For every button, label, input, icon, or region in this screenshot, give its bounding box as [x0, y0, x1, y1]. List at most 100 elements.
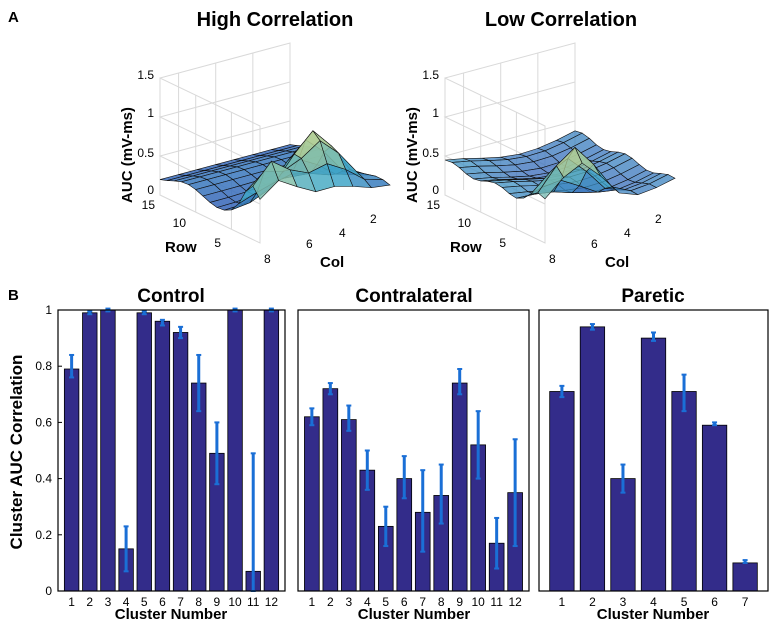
surface-ztick-0-high: 0: [147, 183, 154, 197]
bar-title-control: Control: [137, 286, 205, 307]
surface-collabel-low: Col: [605, 254, 629, 271]
surface-coltick-4-low: 4: [624, 226, 631, 240]
surface-ztick-0.5-low: 0.5: [422, 146, 439, 160]
surface-ztick-0.5-high: 0.5: [137, 146, 154, 160]
surface-coltick-2-low: 2: [655, 212, 662, 226]
bar-contralateral-3: [341, 419, 357, 592]
bar-xlabel-paretic: Cluster Number: [597, 606, 710, 623]
surface-rowtick-15-low: 15: [427, 198, 441, 212]
surface-coltick-6-high: 6: [306, 237, 313, 251]
surface-coltick-6-low: 6: [591, 237, 598, 251]
surface-zlabel-high: AUC (mV-ms): [119, 107, 136, 203]
xtick-contralateral-9: 9: [456, 595, 463, 609]
xtick-paretic-5: 5: [681, 595, 688, 609]
bar-paretic-7: [732, 562, 758, 592]
surface-rowtick-10-high: 10: [173, 216, 187, 230]
surface-coltick-8-low: 8: [549, 252, 556, 266]
surface-ztick-1.5-low: 1.5: [422, 68, 439, 82]
bar-control-7: [172, 332, 189, 592]
xtick-paretic-1: 1: [559, 595, 566, 609]
xtick-contralateral-11: 11: [490, 595, 503, 609]
xtick-contralateral-7: 7: [419, 595, 426, 609]
surface-ztick-0-low: 0: [432, 183, 439, 197]
bar-chart-contralateral: Contralateral Cluster Number 1 2 3 4 5 6 7 8 9 10…: [297, 286, 530, 623]
ytick-label-1: 1: [45, 303, 52, 317]
surface-zlabel-low: AUC (mV-ms): [404, 107, 421, 203]
xtick-paretic-4: 4: [650, 595, 657, 609]
xtick-control-6: 6: [159, 595, 166, 609]
surface-rowtick-10-low: 10: [458, 216, 472, 230]
surface-rowlabel-high: Row: [165, 239, 197, 256]
xtick-paretic-2: 2: [589, 595, 596, 609]
bar-paretic-1: [549, 391, 575, 592]
surface-mesh-high: [159, 130, 391, 211]
xtick-paretic-6: 6: [711, 595, 718, 609]
surface-plot-low-correlation: Low Correlation AUC (mV-ms) 1.5 1 0.5 0 …: [404, 9, 676, 271]
bar-paretic-5: [671, 391, 697, 592]
surface-box-high: [158, 42, 291, 244]
bar-control-6: [154, 320, 171, 592]
xtick-contralateral-2: 2: [327, 595, 334, 609]
bar-xlabel-contralateral: Cluster Number: [358, 606, 471, 623]
bar-xlabel-control: Cluster Number: [115, 606, 228, 623]
xtick-contralateral-5: 5: [382, 595, 389, 609]
bar-paretic-6: [701, 424, 728, 592]
bar-title-paretic: Paretic: [621, 286, 685, 307]
surface-coltick-2-high: 2: [370, 212, 377, 226]
surface-rowtick-5-low: 5: [499, 236, 506, 250]
xtick-contralateral-4: 4: [364, 595, 371, 609]
xtick-control-3: 3: [105, 595, 112, 609]
bar-y-ticks: 0 0.2 0.4 0.6 0.8 1: [35, 303, 62, 598]
xtick-contralateral-6: 6: [401, 595, 408, 609]
surface-collabel-high: Col: [320, 254, 344, 271]
panel-letter-b: B: [8, 287, 19, 304]
bar-control-2: [82, 312, 98, 592]
bar-paretic-2: [579, 326, 606, 592]
gridline-z-1: [158, 81, 291, 166]
bar-paretic-4: [640, 337, 667, 592]
ytick-label-0: 0: [45, 584, 52, 598]
surface-ztick-1-high: 1: [147, 106, 154, 120]
bar-control-12: [263, 309, 280, 592]
xtick-control-8: 8: [195, 595, 202, 609]
bar-control-5: [136, 312, 152, 592]
xtick-control-7: 7: [177, 595, 184, 609]
axes-box-control: [57, 309, 286, 592]
bar-ylabel: Cluster AUC Correlation: [7, 355, 26, 550]
surface-rowtick-15-high: 15: [142, 198, 156, 212]
surface-title-high: High Correlation: [197, 9, 354, 31]
surface-coltick-4-high: 4: [339, 226, 346, 240]
xtick-control-9: 9: [214, 595, 221, 609]
surface-ztick-1.5-high: 1.5: [137, 68, 154, 82]
ytick-label-0.4: 0.4: [35, 472, 52, 486]
xtick-paretic-3: 3: [620, 595, 627, 609]
bar-control-8: [191, 382, 207, 592]
surface-plot-high-correlation: High Correlation AUC (mV-ms) 1.5 1 0.5 0…: [119, 9, 391, 271]
xtick-contralateral-12: 12: [508, 595, 522, 609]
bar-chart-paretic: Paretic Cluster Number 1 2 3 4 5 6 7: [538, 286, 769, 623]
bar-paretic-3: [610, 478, 636, 592]
bar-chart-control: Control Cluster Number 1 2 3 4 5 6 7 8 9 10 11 12: [57, 286, 286, 623]
bar-control-10: [227, 309, 243, 592]
bar-title-contralateral: Contralateral: [355, 286, 472, 307]
xtick-control-4: 4: [123, 595, 130, 609]
xtick-control-2: 2: [86, 595, 93, 609]
surface-coltick-8-high: 8: [264, 252, 271, 266]
axes-box-contralateral: [297, 309, 530, 592]
bar-control-3: [100, 309, 116, 592]
xtick-control-10: 10: [228, 595, 242, 609]
xtick-paretic-7: 7: [742, 595, 749, 609]
surface-mesh-low: [444, 130, 676, 200]
xtick-contralateral-1: 1: [309, 595, 316, 609]
xtick-control-12: 12: [265, 595, 279, 609]
ytick-label-0.2: 0.2: [35, 528, 52, 542]
xtick-contralateral-8: 8: [438, 595, 445, 609]
xtick-control-5: 5: [141, 595, 148, 609]
xtick-control-11: 11: [247, 595, 260, 609]
surface-rowlabel-low: Row: [450, 239, 482, 256]
surface-rowtick-5-high: 5: [214, 236, 221, 250]
bar-contralateral-2: [322, 388, 339, 592]
bar-contralateral-9: [451, 382, 468, 592]
panel-letter-a: A: [8, 9, 19, 26]
